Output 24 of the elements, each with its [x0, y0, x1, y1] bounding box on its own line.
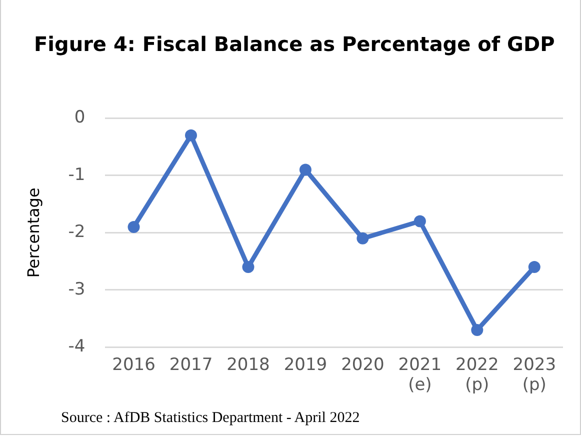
- y-tick-label: -2: [68, 222, 86, 242]
- point: [414, 215, 426, 228]
- x-tick-label: 2018: [226, 354, 270, 375]
- x-tick-label: 2016: [112, 354, 156, 375]
- x-tick-label: 2020: [341, 354, 384, 375]
- x-tick-label: 2022 (p): [456, 354, 499, 396]
- point: [471, 324, 484, 336]
- point: [128, 220, 140, 233]
- source-note: Source : AfDB Statistics Department - April 2022: [61, 410, 360, 427]
- point: [242, 261, 254, 274]
- point: [299, 164, 312, 176]
- chart-title: Figure 4: Fiscal Balance as Percentage of GDP: [34, 32, 555, 56]
- y-axis-title: Percentage: [24, 188, 43, 278]
- y-tick-label: -1: [68, 164, 86, 185]
- x-tick-label: 2023 (p): [512, 354, 556, 396]
- y-tick-label: 0: [74, 108, 86, 128]
- y-tick-label: -3: [68, 279, 86, 300]
- point: [184, 129, 197, 142]
- point: [356, 232, 369, 244]
- y-tick-label: -4: [68, 336, 86, 357]
- x-tick-label: 2021 (e): [398, 354, 442, 396]
- point: [528, 261, 540, 274]
- x-tick-label: 2017: [169, 354, 213, 375]
- x-tick-label: 2019: [284, 354, 328, 375]
